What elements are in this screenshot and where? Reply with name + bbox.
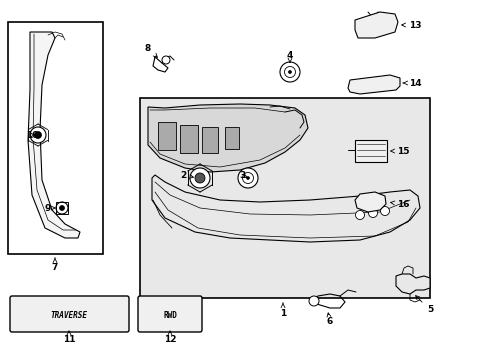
Bar [180, 125, 198, 153]
Text: RWD: RWD [163, 310, 177, 320]
Bar [56, 202, 68, 214]
Polygon shape [354, 192, 385, 212]
Text: 1: 1 [279, 303, 285, 318]
Circle shape [355, 211, 364, 220]
Polygon shape [148, 104, 307, 172]
Text: 9: 9 [45, 203, 55, 212]
Circle shape [284, 67, 295, 77]
Text: 7: 7 [52, 258, 58, 273]
Text: 16: 16 [390, 199, 408, 208]
Circle shape [195, 173, 204, 183]
Polygon shape [395, 274, 429, 294]
Text: 6: 6 [326, 313, 332, 327]
Circle shape [288, 71, 291, 73]
Text: 3: 3 [238, 171, 247, 180]
Bar [354, 140, 386, 162]
Circle shape [280, 62, 299, 82]
Circle shape [56, 202, 68, 214]
Circle shape [242, 172, 253, 184]
Circle shape [190, 168, 209, 188]
Circle shape [30, 127, 46, 143]
Circle shape [368, 208, 377, 217]
Circle shape [246, 176, 249, 180]
Text: 13: 13 [401, 21, 420, 30]
Bar [8, 22, 103, 254]
Text: 5: 5 [415, 296, 432, 315]
Text: 2: 2 [180, 171, 193, 180]
Text: 8: 8 [144, 44, 157, 57]
Bar [224, 127, 239, 149]
Text: 4: 4 [286, 50, 293, 62]
Text: 14: 14 [402, 78, 421, 87]
FancyBboxPatch shape [138, 296, 202, 332]
Polygon shape [28, 32, 80, 238]
Circle shape [35, 131, 41, 139]
Bar [140, 98, 429, 298]
Bar [202, 127, 218, 153]
Bar [158, 122, 176, 150]
Circle shape [238, 168, 258, 188]
Text: TRAVERSE: TRAVERSE [50, 310, 87, 320]
Circle shape [308, 296, 318, 306]
Text: 11: 11 [62, 331, 75, 345]
Circle shape [60, 206, 64, 211]
Text: 12: 12 [163, 331, 176, 345]
FancyBboxPatch shape [10, 296, 129, 332]
Polygon shape [347, 75, 399, 94]
Text: 15: 15 [390, 147, 408, 156]
Circle shape [162, 56, 170, 64]
Polygon shape [152, 175, 419, 242]
Circle shape [380, 207, 389, 216]
Text: 10: 10 [26, 131, 38, 140]
Polygon shape [354, 12, 397, 38]
